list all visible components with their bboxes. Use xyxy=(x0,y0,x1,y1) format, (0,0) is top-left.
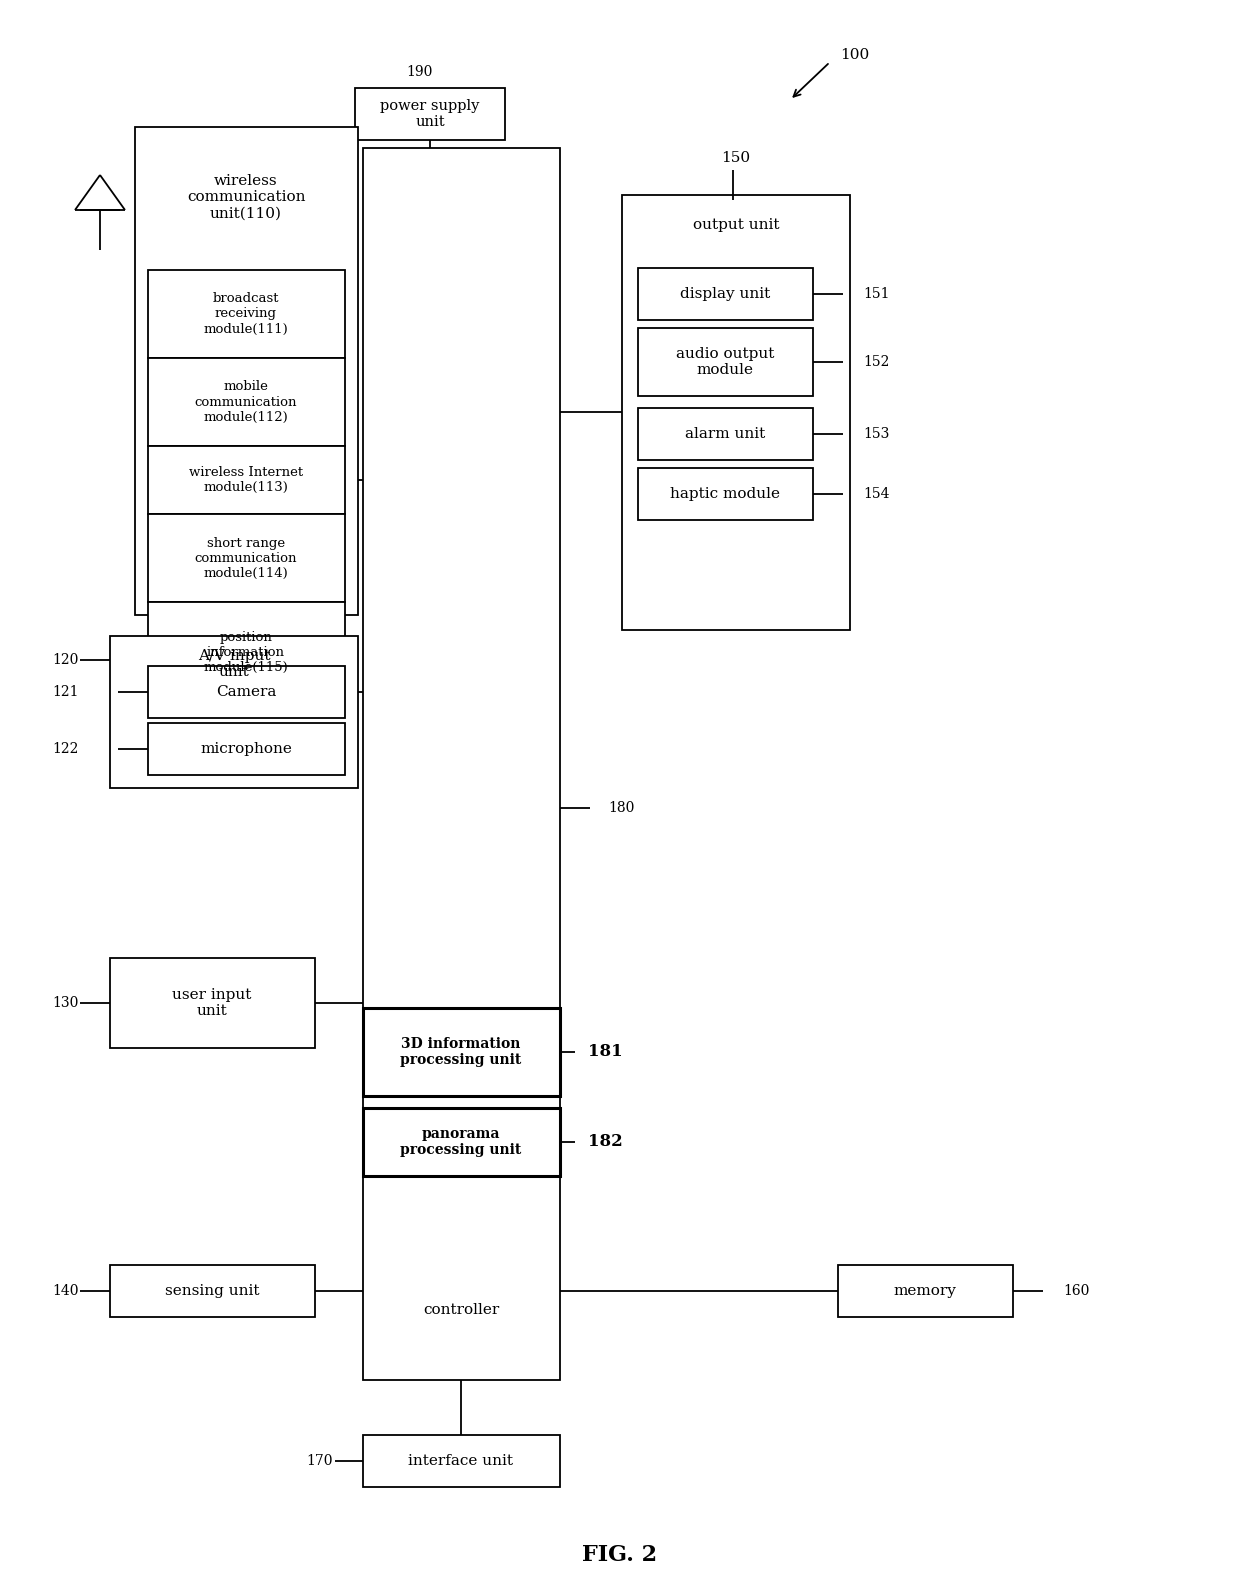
Bar xyxy=(148,515,345,602)
Bar xyxy=(148,666,345,718)
Bar xyxy=(110,636,358,789)
Text: panorama
processing unit: panorama processing unit xyxy=(401,1126,522,1157)
Text: 181: 181 xyxy=(588,1043,622,1061)
Text: display unit: display unit xyxy=(680,287,770,301)
Text: power supply
unit: power supply unit xyxy=(381,99,480,129)
Text: controller: controller xyxy=(423,1303,500,1317)
Bar xyxy=(110,957,315,1048)
Text: 151: 151 xyxy=(863,287,889,301)
Text: interface unit: interface unit xyxy=(408,1454,513,1469)
Text: 100: 100 xyxy=(841,48,869,62)
Text: 154: 154 xyxy=(863,487,889,502)
Bar xyxy=(135,127,358,615)
Text: output unit: output unit xyxy=(693,218,779,233)
Text: A/V input
unit: A/V input unit xyxy=(197,648,270,679)
Bar xyxy=(148,269,345,358)
Bar xyxy=(363,1008,560,1096)
Bar xyxy=(639,468,813,519)
Text: position
information
module(115): position information module(115) xyxy=(203,631,289,674)
Text: 170: 170 xyxy=(306,1454,334,1469)
Text: sensing unit: sensing unit xyxy=(165,1284,259,1298)
Text: 121: 121 xyxy=(52,685,78,699)
Text: Camera: Camera xyxy=(216,685,277,699)
Text: 122: 122 xyxy=(52,742,78,757)
Bar xyxy=(148,602,345,703)
Text: 3D information
processing unit: 3D information processing unit xyxy=(401,1037,522,1067)
Bar xyxy=(355,88,505,140)
Bar xyxy=(363,1109,560,1176)
Text: 182: 182 xyxy=(588,1134,622,1150)
Text: FIG. 2: FIG. 2 xyxy=(583,1544,657,1566)
Text: haptic module: haptic module xyxy=(670,487,780,502)
Text: microphone: microphone xyxy=(200,742,291,757)
Text: audio output
module: audio output module xyxy=(676,347,774,378)
Text: 190: 190 xyxy=(407,65,433,80)
Text: broadcast
receiving
module(111): broadcast receiving module(111) xyxy=(203,293,289,336)
Text: wireless Internet
module(113): wireless Internet module(113) xyxy=(188,467,303,494)
Text: 152: 152 xyxy=(863,355,889,370)
Text: wireless
communication
unit(110): wireless communication unit(110) xyxy=(187,174,305,220)
Bar xyxy=(838,1265,1013,1317)
Text: user input
unit: user input unit xyxy=(172,988,252,1018)
Bar xyxy=(148,723,345,776)
Text: short range
communication
module(114): short range communication module(114) xyxy=(195,537,298,580)
Text: 180: 180 xyxy=(608,801,635,816)
Bar xyxy=(639,328,813,397)
Bar xyxy=(363,148,560,1380)
Bar xyxy=(622,194,849,629)
Text: 153: 153 xyxy=(863,427,889,441)
Bar xyxy=(639,268,813,320)
Bar xyxy=(110,1265,315,1317)
Text: memory: memory xyxy=(894,1284,956,1298)
Text: mobile
communication
module(112): mobile communication module(112) xyxy=(195,381,298,424)
Text: 130: 130 xyxy=(52,996,78,1010)
Text: 140: 140 xyxy=(52,1284,78,1298)
Bar xyxy=(148,446,345,515)
Text: 150: 150 xyxy=(722,151,750,166)
Bar xyxy=(363,1435,560,1486)
Text: 160: 160 xyxy=(1063,1284,1090,1298)
Text: 120: 120 xyxy=(52,653,78,667)
Bar xyxy=(639,408,813,460)
Bar xyxy=(148,358,345,446)
Text: alarm unit: alarm unit xyxy=(684,427,765,441)
